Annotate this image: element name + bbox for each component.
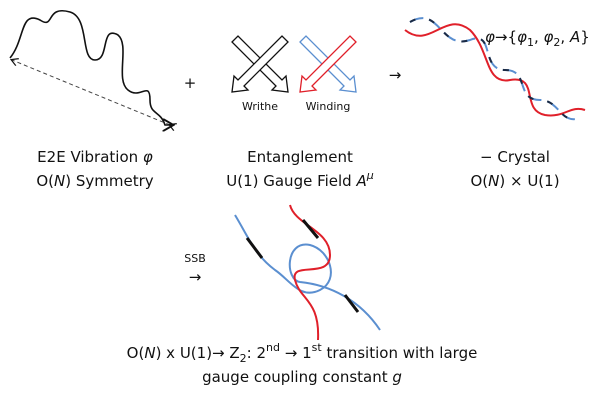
text-run: Entanglement: [247, 148, 353, 166]
text-run: − Crystal: [480, 148, 550, 166]
vibration-caption: E2E Vibration φ: [37, 148, 153, 166]
text-run: φ: [517, 28, 527, 46]
ssb-arrow: →: [189, 268, 202, 286]
text-run: N: [144, 344, 155, 362]
text-run: A: [569, 28, 580, 46]
text-run: N: [488, 172, 499, 190]
knot: [235, 205, 380, 340]
text-run: 2: [240, 352, 247, 365]
text-run: transition with large: [322, 344, 478, 362]
text-run: O(: [36, 172, 54, 190]
text-run: g: [392, 368, 402, 386]
winding-label: Winding: [306, 100, 351, 113]
text-run: φ: [543, 28, 553, 46]
arrow: →: [389, 66, 402, 84]
text-run: E2E Vibration: [37, 148, 143, 166]
text-run: ) Symmetry: [65, 172, 154, 190]
text-run: O(: [470, 172, 488, 190]
text-run: O(: [127, 344, 145, 362]
ssb-label: SSB: [184, 252, 206, 265]
conclusion-line: gauge coupling constant g: [202, 368, 402, 386]
text-run: U(1) Gauge Field: [226, 172, 356, 190]
conclusion-line: O(N) x U(1)→ Z2: 2nd → 1st transition wi…: [127, 341, 478, 365]
text-run: ) x U(1)→ Z: [156, 344, 240, 362]
winding-icon: [300, 36, 356, 92]
plus: +: [184, 74, 197, 92]
text-run: ) × U(1): [499, 172, 559, 190]
writhe-label: Writhe: [242, 100, 278, 113]
writhe-icon: [232, 36, 288, 92]
text-run: : 2: [247, 344, 266, 362]
crystal-caption: − Crystal: [480, 148, 550, 166]
text-run: φ: [485, 28, 495, 46]
text-run: }: [580, 28, 590, 46]
crystal-caption: O(N) × U(1): [470, 172, 559, 190]
text-run: 1: [527, 36, 534, 49]
text-run: nd: [266, 341, 280, 354]
text-run: N: [54, 172, 65, 190]
entanglement-caption: Entanglement: [247, 148, 353, 166]
text-run: 2: [553, 36, 560, 49]
crystal-map: φ→{φ1, φ2, A}: [485, 28, 590, 49]
text-run: A: [355, 172, 366, 190]
text-run: → 1: [280, 344, 312, 362]
text-run: φ: [143, 148, 153, 166]
entanglement-caption: U(1) Gauge Field Aμ: [226, 169, 374, 190]
vibration-caption: O(N) Symmetry: [36, 172, 153, 190]
text-run: ,: [560, 28, 570, 46]
polymer-squiggle: [10, 11, 172, 125]
diagram: + Writhe Winding → φ→{φ1, φ2, A} E2E Vib…: [0, 0, 604, 393]
text-run: gauge coupling constant: [202, 368, 392, 386]
text-run: μ: [366, 169, 374, 182]
text-run: →{: [495, 28, 517, 46]
text-run: ,: [534, 28, 544, 46]
